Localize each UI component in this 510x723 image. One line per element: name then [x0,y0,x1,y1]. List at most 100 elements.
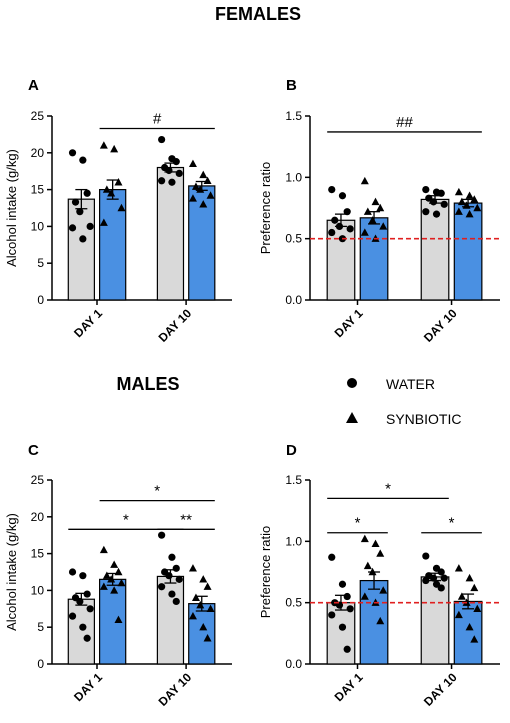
data-point [117,203,126,212]
data-point [165,572,173,580]
data-point [343,592,351,601]
data-point [422,576,430,585]
data-point [83,189,91,197]
data-point [371,539,380,547]
data-point [440,200,448,208]
data-point [363,207,372,215]
data-point [158,177,166,185]
panel-d: D Preference ratio 0.0 0.5 1.0 1.5 DAY 1 DAY 10… [258,442,500,709]
data-point [422,186,430,194]
data-point [86,222,94,230]
y-tick-label: 1.0 [285,534,302,548]
data-point [86,605,94,613]
data-point [203,582,212,590]
data-point [203,176,212,184]
data-point [71,198,80,206]
data-point [437,584,445,592]
data-point [114,567,123,576]
x-tick-label: DAY 1 [71,670,105,704]
data-point [158,583,166,591]
data-point [328,553,336,561]
data-point [172,564,180,572]
x-tick-label: DAY 1 [332,670,366,704]
significance-label: * [123,511,129,528]
data-point [188,159,197,168]
females-title: FEMALES [215,4,301,24]
data-point [168,178,176,186]
data-point [168,590,176,598]
data-point [368,216,377,224]
data-point [432,210,441,218]
data-point [470,583,479,592]
data-point [454,564,463,572]
data-point [473,604,482,612]
legend: WATER SYNBIOTIC [346,376,461,427]
data-point [79,572,87,580]
data-point [343,208,351,216]
data-point [68,149,77,157]
data-point [79,235,87,243]
legend-water-label: WATER [386,376,435,392]
panel-letter: C [28,442,39,459]
significance-label: ** [180,511,192,528]
panel-c: C Alcohol intake (g/kg) 0 5 10 15 20 25 DAY 1 DAY… [4,442,232,709]
y-tick-label: 15 [31,183,45,197]
data-point [99,545,108,554]
y-axis-label: Alcohol intake (g/kg) [4,513,19,631]
data-point [99,141,108,149]
data-point [473,203,482,212]
data-point [79,156,87,164]
significance-label: # [153,111,162,128]
data-point [158,135,166,144]
data-point [76,597,84,606]
data-point [338,623,347,631]
data-point [465,209,474,218]
data-point [360,534,369,543]
y-tick-label: 5 [37,256,44,270]
males-title: MALES [117,374,180,394]
x-tick-label: DAY 10 [156,670,195,709]
data-point [99,582,108,590]
data-point [68,224,77,232]
data-point [422,552,430,560]
data-point [83,590,91,598]
data-point [196,185,205,193]
data-point [346,225,354,233]
y-tick-label: 0.5 [285,596,302,610]
data-point [440,574,448,582]
panel-letter: D [286,442,297,459]
data-point [457,592,466,600]
data-point [114,615,123,624]
data-point [206,604,215,612]
legend-synbiotic-label: SYNBIOTIC [386,411,461,427]
y-tick-label: 0 [37,293,44,307]
data-point [172,597,180,606]
y-axis-label: Alcohol intake (g/kg) [4,149,19,267]
data-point [203,634,212,642]
data-point [188,194,197,202]
legend-water-marker [347,378,357,388]
data-point [172,158,180,166]
significance-label: * [385,480,391,497]
y-tick-label: 5 [37,620,44,634]
data-point [379,222,388,230]
data-point [102,571,111,579]
x-tick-label: DAY 10 [421,306,460,345]
data-point [102,185,111,193]
bar [156,166,185,301]
data-point [188,564,197,572]
data-point [328,611,336,619]
data-point [107,575,116,583]
data-point [429,198,438,206]
data-point [360,228,369,236]
data-point [338,580,347,588]
legend-synbiotic-marker [346,412,358,423]
data-point [454,207,463,215]
significance-label: * [355,515,361,532]
data-point [338,192,347,200]
data-point [376,616,385,625]
significance-label: * [449,515,455,532]
data-point [68,568,77,576]
data-point [465,191,474,199]
y-tick-label: 0.5 [285,232,302,246]
